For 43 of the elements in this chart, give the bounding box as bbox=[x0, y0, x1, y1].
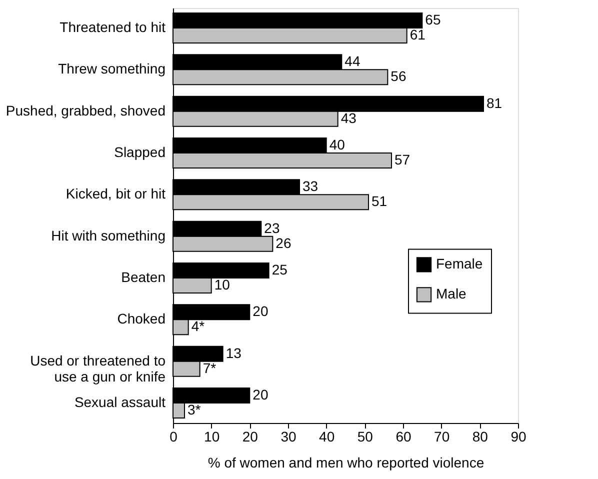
y-tick-label: Sexual assault bbox=[74, 394, 166, 410]
y-tick-label: Pushed, grabbed, shoved bbox=[6, 102, 166, 118]
legend-label: Male bbox=[436, 286, 467, 302]
x-tick-label: 60 bbox=[396, 428, 412, 444]
data-label: 44 bbox=[344, 53, 360, 70]
data-label: 23 bbox=[264, 220, 280, 236]
x-axis-title: % of women and men who reported violence bbox=[208, 454, 484, 470]
data-label: 4* bbox=[191, 318, 206, 334]
data-label: 40 bbox=[329, 136, 346, 152]
legend-label: Female bbox=[436, 256, 483, 272]
data-label: 20 bbox=[252, 303, 268, 320]
data-label: 25 bbox=[272, 262, 288, 278]
data-label: 65 bbox=[425, 12, 441, 28]
data-label: 10 bbox=[214, 276, 230, 292]
data-label: 33 bbox=[302, 178, 318, 194]
x-tick-label: 30 bbox=[280, 428, 296, 444]
y-tick-label: Choked bbox=[117, 310, 166, 327]
data-label: 57 bbox=[394, 152, 410, 168]
data-label: 51 bbox=[372, 193, 388, 210]
x-tick-label: 90 bbox=[510, 428, 526, 444]
y-tick-label: Kicked, bit or hit bbox=[66, 186, 166, 202]
x-tick-label: 80 bbox=[472, 428, 488, 444]
y-tick-label: Slapped bbox=[114, 144, 166, 160]
y-tick-label: Threatened to hit bbox=[60, 19, 166, 35]
data-label: 7* bbox=[202, 360, 217, 376]
data-label: 26 bbox=[276, 234, 292, 251]
data-label: 56 bbox=[390, 68, 406, 84]
x-tick-label: 20 bbox=[242, 428, 258, 444]
data-label: 81 bbox=[486, 94, 502, 111]
data-label: 43 bbox=[340, 110, 357, 126]
y-tick-label: Hit with something bbox=[51, 227, 166, 244]
data-label: 20 bbox=[252, 386, 268, 402]
data-label: 13 bbox=[226, 344, 242, 361]
data-label: 3* bbox=[188, 402, 202, 418]
data-label: 61 bbox=[410, 26, 426, 42]
x-tick-label: 50 bbox=[357, 428, 374, 444]
x-tick-label: 10 bbox=[204, 428, 220, 444]
y-tick-label: Threw something bbox=[58, 60, 166, 77]
y-tick-label: Used or threatened to use a gun or knife bbox=[30, 352, 166, 384]
x-tick-label: 40 bbox=[319, 428, 335, 444]
x-tick-label: 70 bbox=[434, 428, 450, 444]
y-tick-label: Beaten bbox=[121, 269, 166, 285]
x-tick-label: 0 bbox=[170, 428, 178, 444]
